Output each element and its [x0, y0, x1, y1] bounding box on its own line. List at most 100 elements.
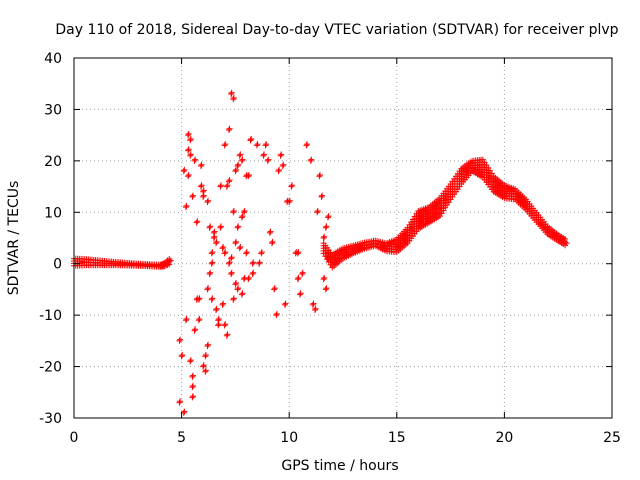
data-point	[253, 142, 260, 149]
data-point	[200, 187, 207, 194]
grid-lines	[74, 58, 612, 418]
data-point	[235, 161, 242, 168]
data-point	[321, 274, 328, 281]
data-point	[185, 172, 192, 178]
data-point	[267, 228, 274, 235]
data-point	[179, 352, 186, 358]
data-point	[185, 132, 192, 139]
data-point	[190, 393, 197, 400]
data-point	[200, 362, 207, 369]
data-point	[215, 322, 222, 329]
data-point	[271, 285, 278, 292]
data-point	[237, 151, 244, 158]
data-point	[202, 368, 209, 375]
y-tick-label: 10	[44, 205, 62, 221]
data-point	[261, 151, 268, 158]
data-point	[238, 157, 245, 164]
data-point	[217, 183, 224, 190]
data-point	[177, 336, 184, 343]
data-point	[279, 163, 286, 169]
data-point	[197, 183, 204, 190]
data-point	[230, 296, 237, 303]
data-point	[321, 233, 328, 240]
data-point	[195, 317, 202, 324]
data-point	[200, 188, 207, 195]
data-point	[273, 310, 280, 317]
y-tick-label: -10	[39, 308, 62, 324]
data-point	[228, 255, 235, 262]
data-point	[563, 240, 570, 247]
data-point	[207, 223, 214, 230]
data-point	[258, 250, 265, 257]
data-point	[245, 173, 252, 180]
data-point	[211, 228, 218, 235]
data-point	[228, 254, 235, 261]
data-point	[312, 305, 319, 312]
data-point	[304, 141, 311, 148]
y-tick-label: 30	[44, 102, 62, 118]
data-point	[228, 91, 235, 97]
y-tick-label: -30	[39, 411, 62, 427]
data-point	[241, 209, 248, 216]
data-point	[178, 353, 185, 360]
data-point	[189, 384, 196, 391]
data-point	[207, 269, 214, 276]
data-point	[223, 183, 230, 190]
data-point	[320, 235, 327, 241]
data-point	[222, 141, 229, 148]
data-point	[254, 141, 261, 148]
data-point	[263, 141, 270, 148]
data-point	[187, 357, 194, 364]
data-point	[245, 274, 252, 281]
data-point	[220, 244, 227, 250]
data-point	[294, 276, 301, 283]
data-point	[191, 157, 198, 164]
data-point	[325, 254, 332, 261]
data-point	[192, 326, 199, 333]
data-point	[191, 327, 198, 334]
data-point	[325, 213, 332, 220]
data-point	[189, 373, 196, 380]
data-point	[297, 290, 304, 297]
data-point	[223, 332, 230, 339]
data-point	[245, 276, 252, 283]
data-points	[71, 89, 570, 416]
data-point	[238, 214, 245, 221]
data-point	[233, 238, 240, 245]
data-point	[176, 399, 183, 406]
data-point	[181, 166, 188, 173]
data-point	[210, 229, 217, 236]
data-point	[318, 193, 325, 200]
data-point	[213, 238, 220, 245]
data-point	[192, 156, 199, 163]
data-point	[198, 161, 205, 168]
data-point	[185, 173, 192, 180]
data-point	[221, 142, 228, 149]
data-point	[206, 224, 213, 231]
data-point	[230, 208, 237, 214]
data-point	[236, 245, 243, 252]
data-point	[208, 260, 215, 267]
data-point	[209, 249, 216, 256]
data-point	[232, 168, 239, 175]
data-point	[294, 250, 301, 257]
data-point	[205, 341, 212, 348]
data-point	[215, 316, 222, 322]
data-point	[209, 259, 216, 266]
data-point	[202, 367, 209, 374]
data-point	[187, 137, 194, 144]
data-point	[189, 394, 196, 401]
data-point	[299, 269, 306, 276]
data-point	[195, 296, 202, 303]
data-point	[250, 269, 257, 276]
data-point	[273, 312, 280, 319]
data-point	[177, 398, 184, 405]
data-point	[562, 236, 569, 243]
data-point	[226, 177, 233, 184]
data-point	[286, 197, 293, 204]
data-point	[269, 238, 276, 245]
data-point	[225, 260, 232, 267]
data-point	[234, 286, 241, 293]
